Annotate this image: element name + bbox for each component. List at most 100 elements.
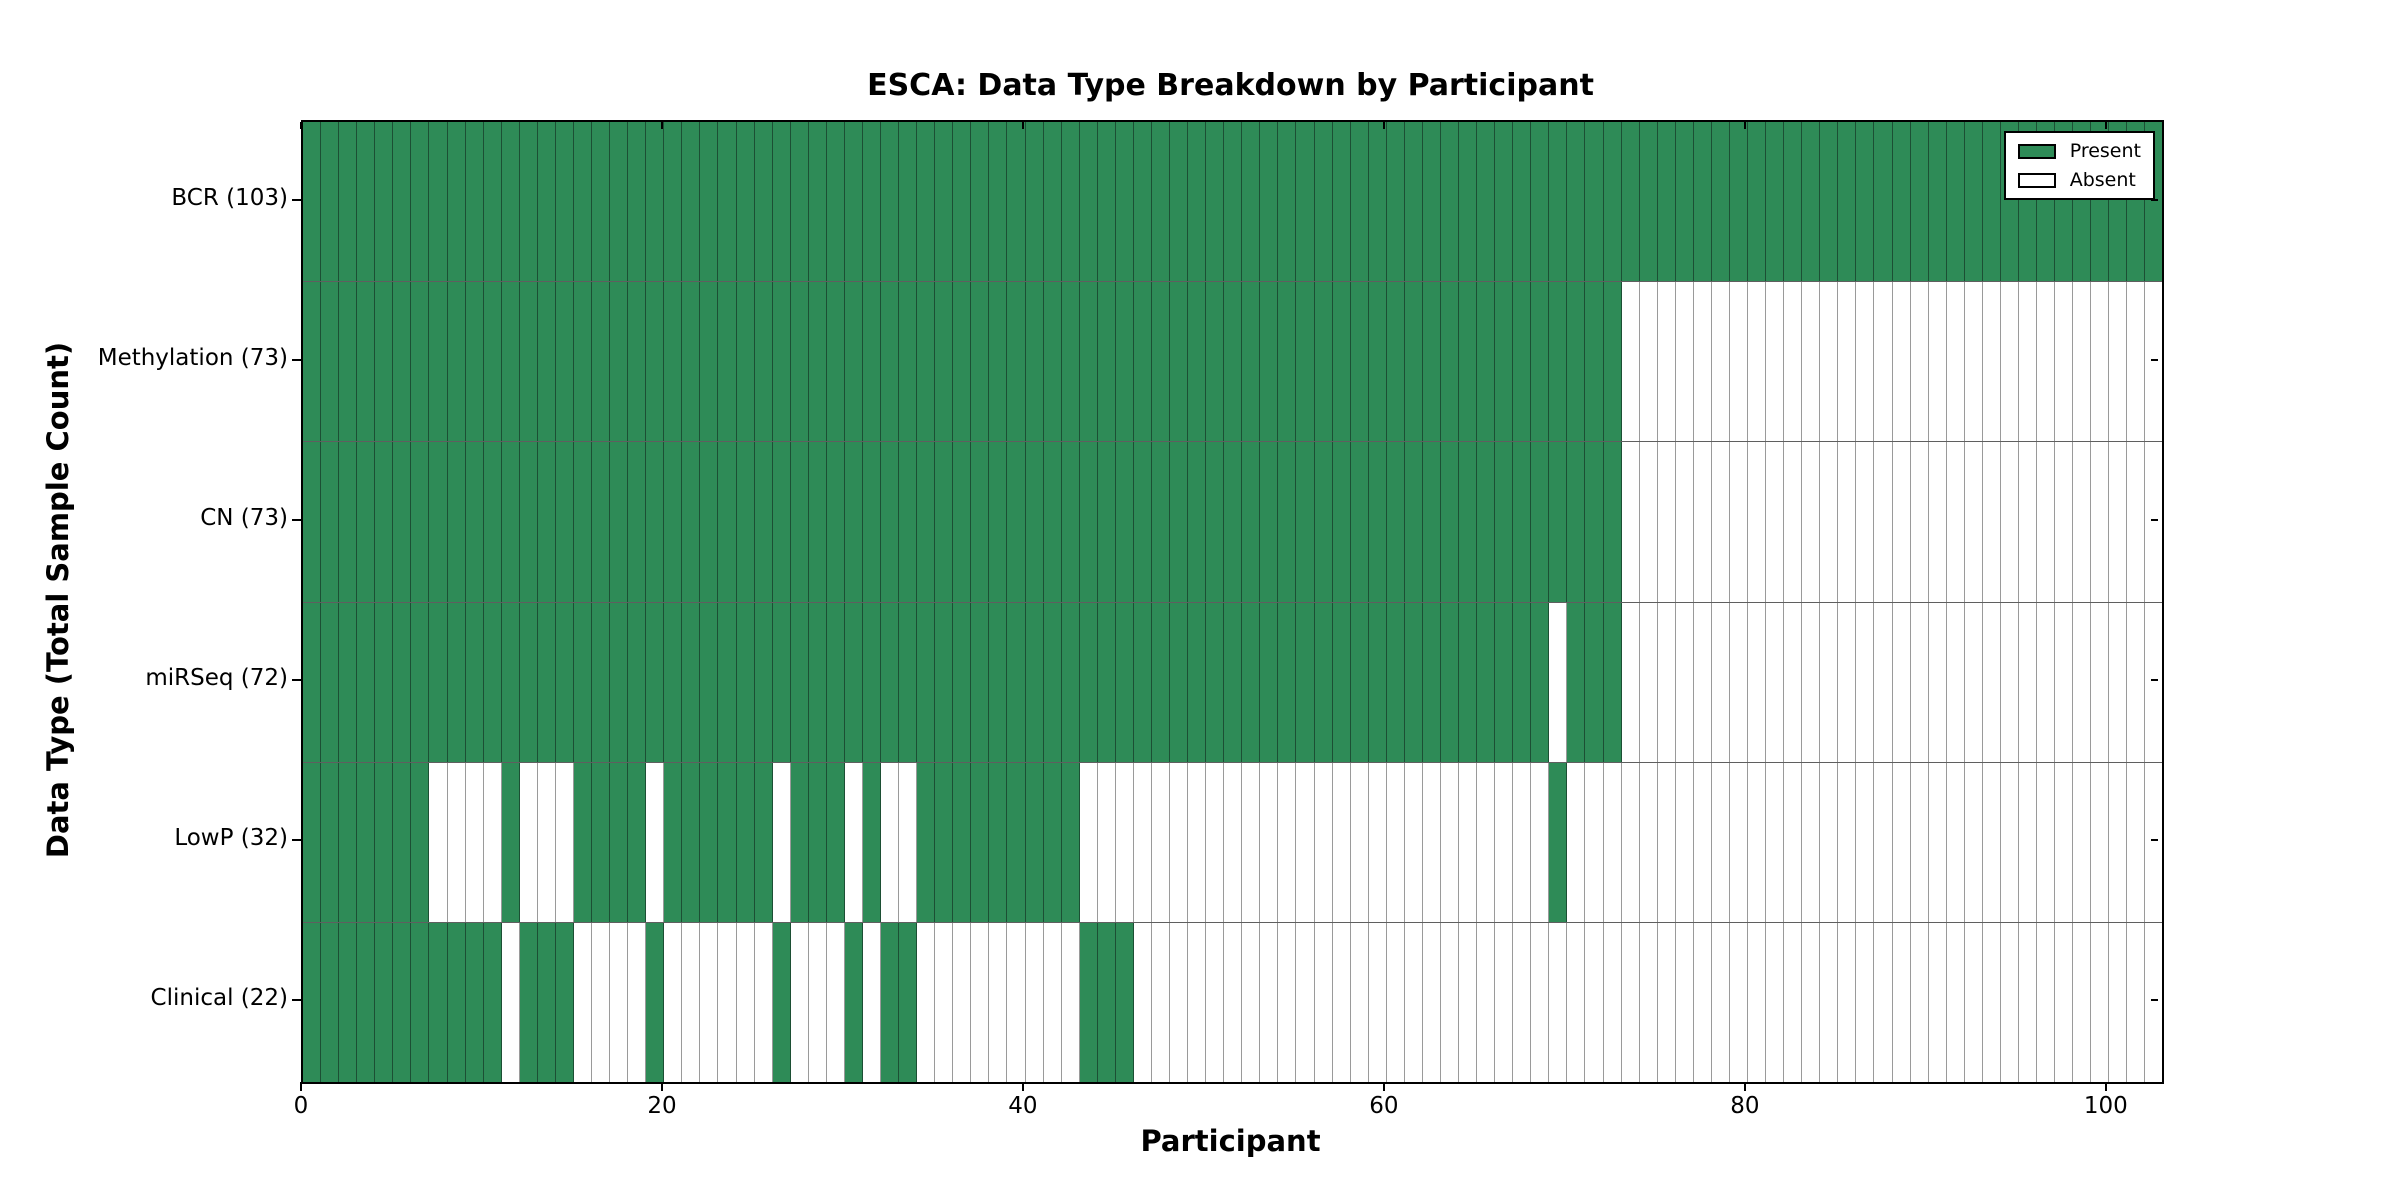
cell-Clinical-participant-92 bbox=[1964, 922, 1983, 1083]
cell-miRSeq-participant-98 bbox=[2073, 602, 2092, 762]
cell-Methylation-participant-27 bbox=[790, 282, 809, 442]
cell-Clinical-participant-86 bbox=[1856, 922, 1875, 1083]
cell-Methylation-participant-1 bbox=[321, 282, 340, 442]
cell-miRSeq-participant-30 bbox=[844, 602, 863, 762]
cell-CN-participant-101 bbox=[2127, 442, 2146, 602]
cell-Methylation-participant-54 bbox=[1278, 282, 1297, 442]
cell-Clinical-participant-24 bbox=[736, 922, 755, 1083]
cell-LowP-participant-50 bbox=[1206, 762, 1225, 922]
cell-BCR-participant-48 bbox=[1170, 122, 1189, 282]
cell-Methylation-participant-55 bbox=[1296, 282, 1315, 442]
cell-miRSeq-participant-1 bbox=[321, 602, 340, 762]
cell-CN-participant-70 bbox=[1567, 442, 1586, 602]
cell-CN-participant-87 bbox=[1874, 442, 1893, 602]
cell-miRSeq-participant-9 bbox=[465, 602, 484, 762]
cell-LowP-participant-38 bbox=[989, 762, 1008, 922]
cell-miRSeq-participant-19 bbox=[646, 602, 665, 762]
cell-CN-participant-73 bbox=[1621, 442, 1640, 602]
cell-Methylation-participant-46 bbox=[1133, 282, 1152, 442]
cell-miRSeq-participant-100 bbox=[2109, 602, 2128, 762]
cell-BCR-participant-91 bbox=[1946, 122, 1965, 282]
cell-CN-participant-82 bbox=[1784, 442, 1803, 602]
cell-Methylation-participant-61 bbox=[1404, 282, 1423, 442]
cell-LowP-participant-37 bbox=[971, 762, 990, 922]
cell-miRSeq-participant-84 bbox=[1820, 602, 1839, 762]
cell-LowP-participant-18 bbox=[628, 762, 647, 922]
cell-miRSeq-participant-48 bbox=[1170, 602, 1189, 762]
cell-miRSeq-participant-96 bbox=[2037, 602, 2056, 762]
cell-Clinical-participant-49 bbox=[1188, 922, 1207, 1083]
cell-Methylation-participant-74 bbox=[1639, 282, 1658, 442]
cell-Methylation-participant-71 bbox=[1585, 282, 1604, 442]
cell-Clinical-participant-79 bbox=[1729, 922, 1748, 1083]
cell-miRSeq-participant-37 bbox=[971, 602, 990, 762]
cell-miRSeq-participant-66 bbox=[1495, 602, 1514, 762]
cell-Methylation-participant-91 bbox=[1946, 282, 1965, 442]
cell-Clinical-participant-46 bbox=[1133, 922, 1152, 1083]
cell-Methylation-participant-23 bbox=[718, 282, 737, 442]
cell-Methylation-participant-73 bbox=[1621, 282, 1640, 442]
cell-Methylation-participant-43 bbox=[1079, 282, 1098, 442]
cell-LowP-participant-44 bbox=[1097, 762, 1116, 922]
cell-CN-participant-26 bbox=[772, 442, 791, 602]
cell-Clinical-participant-100 bbox=[2109, 922, 2128, 1083]
y-tick-mark-right-CN bbox=[2151, 519, 2158, 521]
x-tick-label-100: 100 bbox=[2083, 1093, 2128, 1119]
cell-Clinical-participant-96 bbox=[2037, 922, 2056, 1083]
cell-Clinical-participant-36 bbox=[953, 922, 972, 1083]
y-tick-label-BCR: BCR (103) bbox=[171, 185, 288, 211]
cell-BCR-participant-24 bbox=[736, 122, 755, 282]
y-tick-mark-Methylation bbox=[292, 359, 301, 361]
cell-miRSeq-participant-76 bbox=[1675, 602, 1694, 762]
cell-LowP-participant-10 bbox=[483, 762, 502, 922]
cell-LowP-participant-30 bbox=[844, 762, 863, 922]
y-tick-mark-LowP bbox=[292, 839, 301, 841]
cell-LowP-participant-61 bbox=[1404, 762, 1423, 922]
cell-Clinical-participant-74 bbox=[1639, 922, 1658, 1083]
cell-miRSeq-participant-13 bbox=[537, 602, 556, 762]
cell-miRSeq-participant-63 bbox=[1440, 602, 1459, 762]
cell-BCR-participant-18 bbox=[628, 122, 647, 282]
cell-Clinical-participant-4 bbox=[375, 922, 394, 1083]
cell-Methylation-participant-93 bbox=[1982, 282, 2001, 442]
cell-Methylation-participant-84 bbox=[1820, 282, 1839, 442]
cell-LowP-participant-4 bbox=[375, 762, 394, 922]
cell-LowP-participant-82 bbox=[1784, 762, 1803, 922]
cell-Methylation-participant-9 bbox=[465, 282, 484, 442]
cell-Clinical-participant-63 bbox=[1440, 922, 1459, 1083]
cell-miRSeq-participant-55 bbox=[1296, 602, 1315, 762]
cell-LowP-participant-41 bbox=[1043, 762, 1062, 922]
cell-BCR-participant-9 bbox=[465, 122, 484, 282]
cell-CN-participant-49 bbox=[1188, 442, 1207, 602]
cell-CN-participant-84 bbox=[1820, 442, 1839, 602]
cell-BCR-participant-85 bbox=[1838, 122, 1857, 282]
cell-LowP-participant-86 bbox=[1856, 762, 1875, 922]
cell-LowP-participant-55 bbox=[1296, 762, 1315, 922]
cell-Clinical-participant-30 bbox=[844, 922, 863, 1083]
cell-CN-participant-64 bbox=[1459, 442, 1478, 602]
cell-Clinical-participant-87 bbox=[1874, 922, 1893, 1083]
cell-CN-participant-52 bbox=[1242, 442, 1261, 602]
cell-Clinical-participant-62 bbox=[1422, 922, 1441, 1083]
cell-Methylation-participant-38 bbox=[989, 282, 1008, 442]
cell-CN-participant-46 bbox=[1133, 442, 1152, 602]
cell-CN-participant-58 bbox=[1350, 442, 1369, 602]
cell-Clinical-participant-0 bbox=[303, 922, 322, 1083]
x-tick-mark-20 bbox=[660, 1082, 663, 1091]
cell-miRSeq-participant-26 bbox=[772, 602, 791, 762]
cell-Clinical-participant-11 bbox=[501, 922, 520, 1083]
cell-CN-participant-30 bbox=[844, 442, 863, 602]
x-tick-mark-40 bbox=[1021, 1082, 1024, 1091]
cell-LowP-participant-22 bbox=[700, 762, 719, 922]
cell-Methylation-participant-6 bbox=[411, 282, 430, 442]
legend-absent-swatch bbox=[2017, 172, 2056, 188]
cell-miRSeq-participant-68 bbox=[1531, 602, 1550, 762]
cell-CN-participant-102 bbox=[2145, 442, 2163, 602]
cell-BCR-participant-42 bbox=[1061, 122, 1080, 282]
cell-CN-participant-51 bbox=[1224, 442, 1243, 602]
cell-Clinical-participant-71 bbox=[1585, 922, 1604, 1083]
cell-CN-participant-86 bbox=[1856, 442, 1875, 602]
cell-Methylation-participant-70 bbox=[1567, 282, 1586, 442]
cell-Clinical-participant-97 bbox=[2055, 922, 2074, 1083]
cell-CN-participant-9 bbox=[465, 442, 484, 602]
